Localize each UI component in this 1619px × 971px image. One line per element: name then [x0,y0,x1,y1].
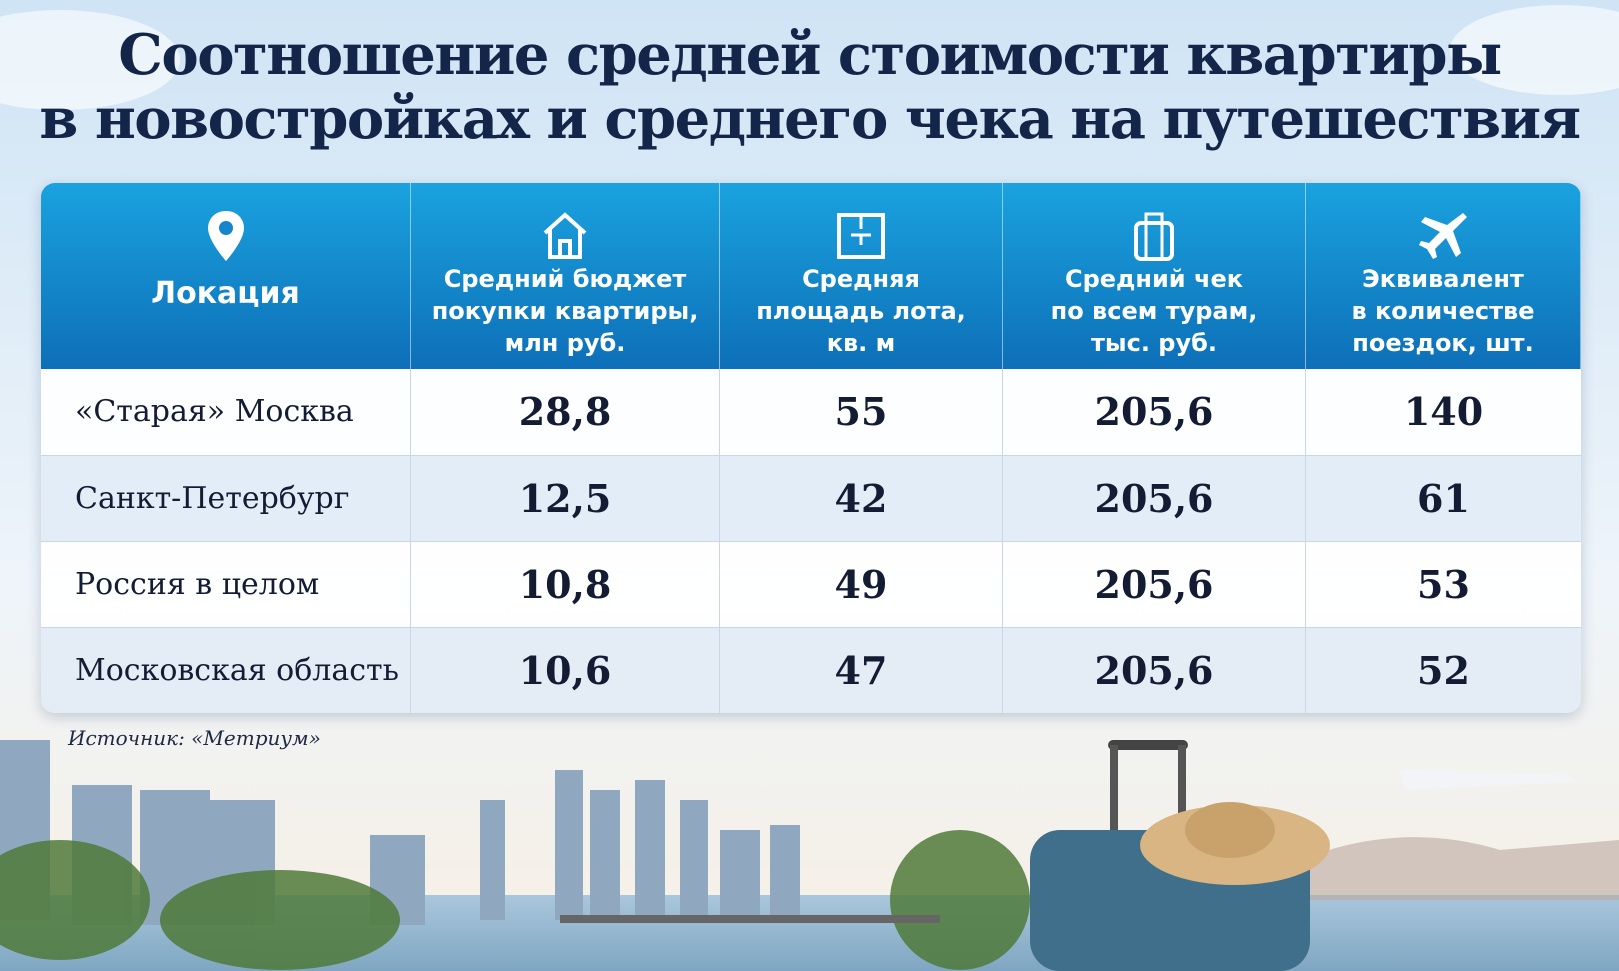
header-text: Эквивалент в количестве поездок, шт. [1306,263,1580,359]
header-text: Средний бюджет покупки квартиры, млн руб. [411,263,719,359]
header-line: покупки квартиры, [431,297,699,325]
header-icon [1134,212,1174,261]
header-line: поездок, шт. [1352,329,1534,357]
value-cell: 10,8 [411,542,720,628]
value-cell: 53 [1417,562,1470,607]
header-line: в количестве [1351,297,1535,325]
header-line: млн руб. [504,329,626,357]
table-row: Россия в целом 10,8 49 205,6 53 [41,541,1581,628]
header-text: Средний чек по всем турам, тыс. руб. [1003,263,1305,359]
header-line: кв. м [826,329,896,357]
header-cell: Локация [41,183,411,369]
header-text: Средняя площадь лота, кв. м [720,263,1002,359]
location-cell: «Старая» Москва [41,369,411,455]
value-cell: 205,6 [1003,628,1306,713]
header-text: Локация [41,278,410,310]
header-cell: Средняя площадь лота, кв. м [720,183,1003,369]
header-line: тыс. руб. [1090,329,1217,357]
table-row: Санкт-Петербург 12,5 42 205,6 61 [41,455,1581,542]
location-cell: Московская область [41,628,411,713]
header-line: площадь лота, [756,297,966,325]
header-line: Средний чек [1064,265,1244,293]
value-cell: 42 [720,456,1003,542]
value-cell: 55 [720,369,1003,455]
header-cell: Средний бюджет покупки квартиры, млн руб. [411,183,720,369]
header-icon [543,212,587,259]
header-line: Эквивалент [1362,265,1524,293]
table-row: Московская область 10,6 47 205,6 52 [41,627,1581,713]
value-cell: 52 [1417,648,1470,693]
header-cell: Эквивалент в количестве поездок, шт. [1306,183,1581,369]
header-icon [207,211,244,261]
header-icon [1419,213,1467,259]
value-cell: 12,5 [411,456,720,542]
value-cell: 28,8 [411,369,720,455]
header-line: Средняя [802,265,920,293]
header-cell: Средний чек по всем турам, тыс. руб. [1003,183,1306,369]
value-cell: 49 [720,542,1003,628]
header-line: по всем турам, [1050,297,1258,325]
value-cell: 205,6 [1003,542,1306,628]
header-icon [837,213,885,259]
value-cell: 47 [720,628,1003,713]
title-line: Соотношение средней стоимости квартиры [118,22,1502,88]
value-cell: 140 [1403,389,1484,434]
source-note: Источник: «Метриум» [68,726,321,750]
table-row: «Старая» Москва 28,8 55 205,6 140 [41,369,1581,455]
title-line: в новостройках и среднего чека на путеше… [39,86,1581,152]
location-cell: Россия в целом [41,542,411,628]
table: Локация Средний бюджет покупки квартиры, мл… [41,183,1581,713]
location-cell: Санкт-Петербург [41,456,411,542]
value-cell: 205,6 [1003,456,1306,542]
header-line: Локация [151,276,300,311]
value-cell: 10,6 [411,628,720,713]
value-cell: 61 [1417,476,1470,521]
value-cell: 205,6 [1003,369,1306,455]
header-line: Средний бюджет [443,265,687,293]
